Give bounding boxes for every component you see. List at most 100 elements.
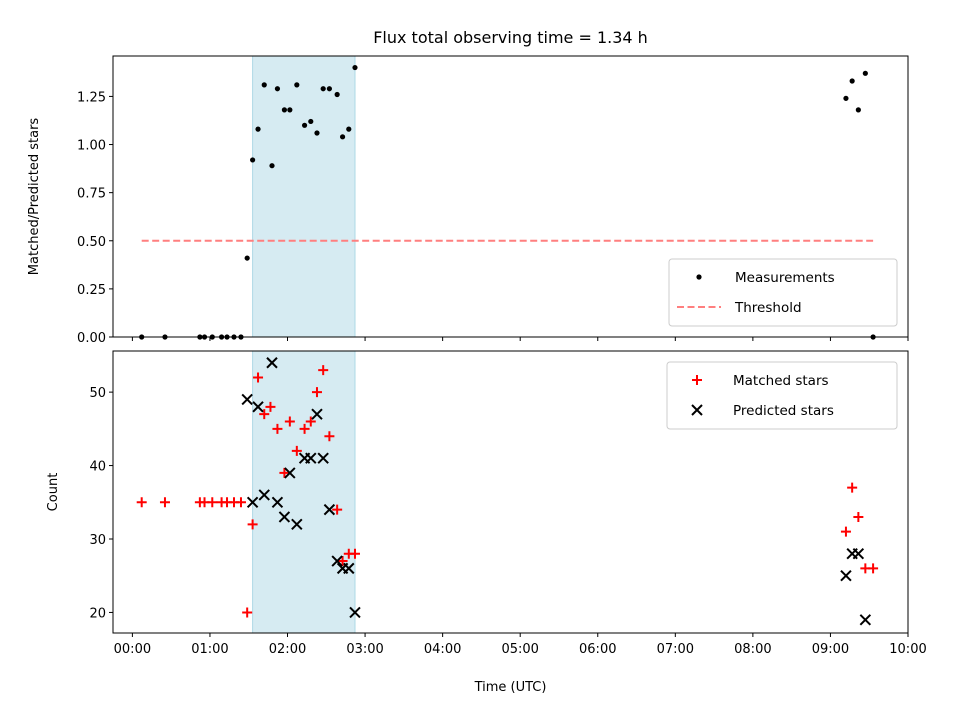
matched-stars-point [324,431,335,442]
matched-stars-point [332,504,343,515]
matched-stars-point [284,416,295,427]
matched-stars-point [259,409,270,420]
shaded-observing-interval [252,55,356,338]
measurement-point [301,122,308,128]
measurement-point [274,86,281,92]
y-tick-label: 50 [89,386,106,401]
predicted-stars-point [266,357,278,369]
y-tick-label: 1.25 [77,90,106,105]
measurement-point [862,70,868,76]
x-tick-label: 04:00 [424,642,461,657]
y-tick-label: 1.00 [77,139,106,154]
legend-marker-x [691,404,703,416]
x-tick-label: 02:00 [269,642,306,657]
matched-stars-point [265,401,276,412]
y-tick-label: 30 [89,533,106,548]
axes-frame [112,55,909,338]
chart-title: Flux total observing time = 1.34 h [373,28,648,47]
measurement-point [255,126,261,132]
matched-stars-point [291,445,302,456]
axes-frame [112,350,909,634]
legend-box [668,258,898,327]
measurement-point [308,118,314,125]
y-tick-label: 20 [89,606,106,621]
legend-box [666,361,898,430]
measurement-point [339,134,346,140]
measurement-point [314,130,320,136]
measurement-point [849,78,855,84]
x-tick-label: 08:00 [734,642,771,657]
y-tick-label: 0.25 [77,283,106,298]
matched-stars-point [136,497,147,508]
x-axis-label: Time (UTC) [474,680,547,695]
predicted-stars-point [252,401,264,413]
top-panel: 0.00 0.25 0.50 0.75 1.00 1.25 Flux total obser… [27,28,909,346]
predicted-stars-point [323,503,336,516]
matched-stars-point [311,387,322,398]
x-tick-label: 09:00 [812,642,849,657]
x-tick-label: 10:00 [889,642,926,657]
measurement-point [261,82,267,88]
matched-stars-point [349,548,360,559]
measurement-point [334,91,340,98]
predicted-stars-point [291,518,303,531]
predicted-stars-point [859,614,872,626]
legend: Matched stars Predicted stars [666,361,898,430]
y-tick-label: 0.00 [77,331,106,346]
x-tick-label: 06:00 [579,642,616,657]
predicted-stars-point [852,547,865,560]
predicted-stars-point [305,452,317,464]
measurement-point [320,86,326,92]
bottom-panel: 20 30 40 50 00:00 01:00 02:00 03:00 04:00 05:00 06… [46,350,927,695]
legend-label: Measurements [735,270,835,286]
legend-label: Threshold [734,300,802,316]
matched-stars-point [207,497,218,508]
predicted-stars-point [343,562,355,575]
predicted-stars-point [258,489,270,501]
measurement-point [281,107,288,113]
matched-stars-point [318,365,329,376]
matched-stars-point [272,423,283,434]
predicted-stars-point [241,393,253,406]
matched-stars-point [305,416,316,427]
matched-stars-point [253,372,264,383]
measurement-point [326,86,332,92]
measurement-point [843,95,849,101]
measurement-point [294,82,300,88]
predicted-stars-point [311,408,323,420]
x-tick-label: 07:00 [657,642,694,657]
predicted-stars-point [271,496,284,508]
matched-stars-point [840,526,851,537]
measurement-point [250,157,256,163]
measurement-point [352,64,358,71]
predicted-stars-point [349,606,361,619]
matched-stars-point [868,563,879,574]
y-axis-label: Count [46,473,61,512]
y-tick-label: 0.50 [77,235,106,250]
matched-stars-point [235,497,246,508]
matched-stars-point [853,511,864,522]
legend-marker-plus [692,375,702,385]
predicted-stars-point [246,496,259,508]
legend-label: Matched stars [733,373,829,389]
predicted-stars-point [278,511,291,523]
predicted-stars-point [317,452,329,464]
measurement-point [855,107,861,113]
x-tick-label: 05:00 [501,642,538,657]
matched-stars-point [299,423,310,434]
measurement-point [287,107,293,113]
legend-label: Predicted stars [733,403,834,419]
matched-stars-point [159,497,170,508]
x-tick-label: 03:00 [346,642,383,657]
y-axis-label: Matched/Predicted stars [27,118,42,276]
matched-stars-point [847,482,858,493]
predicted-stars-point [284,467,296,479]
matched-stars-point [247,519,258,530]
measurement-point [269,163,275,169]
matched-stars-point [279,467,290,478]
matched-stars-point [337,556,348,567]
measurement-point [346,126,352,132]
legend-marker-dot [696,274,702,280]
